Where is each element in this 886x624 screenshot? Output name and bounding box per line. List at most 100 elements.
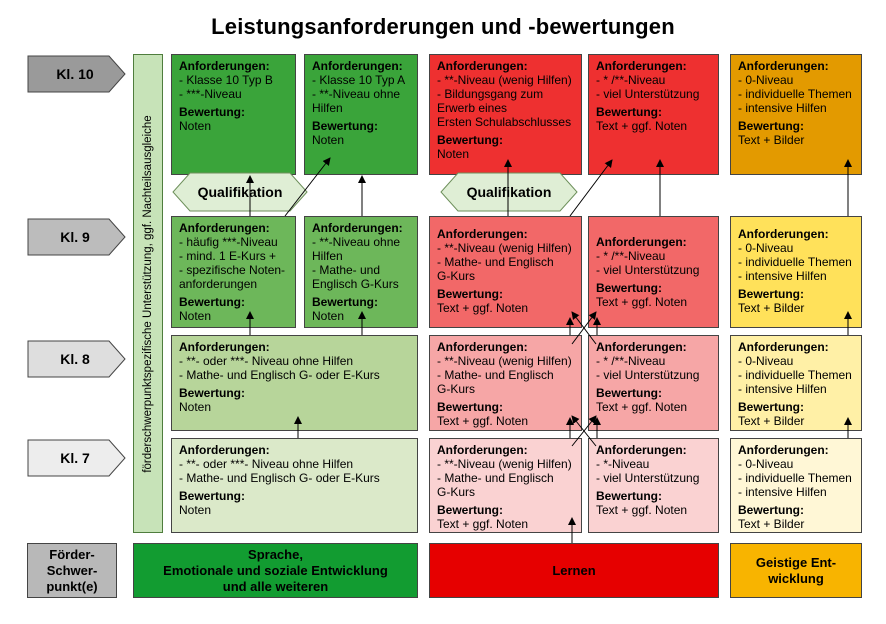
requirement-line: - * /**-Niveau bbox=[596, 73, 666, 87]
evaluation-heading: Bewertung: bbox=[437, 503, 503, 517]
requirements-heading: Anforderungen: bbox=[312, 59, 403, 73]
evaluation-line: Text + ggf. Noten bbox=[437, 517, 529, 531]
card-kl9-e-kurs: Anforderungen: - häufig ***-Niveau - mind.… bbox=[171, 216, 296, 328]
evaluation-line: Noten bbox=[179, 309, 212, 323]
requirement-line: - *-Niveau bbox=[596, 457, 650, 471]
box-text-line: Emotionale und soziale Entwicklung bbox=[163, 562, 388, 578]
evaluation-line: Noten bbox=[179, 503, 212, 517]
card-kl10-lernen-viel: Anforderungen: - * /**-Niveau - viel Unter… bbox=[588, 54, 719, 175]
card-kl10-geistig: Anforderungen: - 0-Niveau - individuelle T… bbox=[730, 54, 862, 175]
box-text-line: wicklung bbox=[768, 570, 824, 586]
box-text-line: Förder- bbox=[49, 546, 95, 562]
card-kl9-geistig: Anforderungen: - 0-Niveau - individuelle T… bbox=[730, 216, 862, 328]
card-kl8-geistig: Anforderungen: - 0-Niveau - individuelle T… bbox=[730, 335, 862, 431]
evaluation-heading: Bewertung: bbox=[596, 489, 662, 503]
evaluation-heading: Bewertung: bbox=[312, 295, 378, 309]
box-text-line: und alle weiteren bbox=[222, 578, 329, 594]
card-kl10-typ-a: Anforderungen: - Klasse 10 Typ A- **-Nive… bbox=[304, 54, 418, 175]
requirements-heading: Anforderungen: bbox=[179, 59, 270, 73]
requirement-line: - **- oder ***- Niveau ohne Hilfen bbox=[179, 354, 354, 368]
evaluation-line: Noten bbox=[312, 309, 345, 323]
evaluation-heading: Bewertung: bbox=[738, 400, 804, 414]
evaluation-heading: Bewertung: bbox=[437, 287, 503, 301]
foerderschwerpunkt-geistig: Geistige Ent-wicklung bbox=[730, 543, 862, 598]
box-text-line: punkt(e) bbox=[46, 578, 98, 594]
grade-text: Kl. 10 bbox=[56, 66, 94, 82]
requirement-line: - **-Niveau (wenig Hilfen) bbox=[437, 241, 572, 255]
card-kl8-lernen-wenig: Anforderungen: - **-Niveau (wenig Hilfen)… bbox=[429, 335, 582, 431]
requirement-line: - individuelle Themen bbox=[738, 368, 852, 382]
evaluation-heading: Bewertung: bbox=[179, 489, 245, 503]
evaluation-heading: Bewertung: bbox=[738, 503, 804, 517]
evaluation-line: Text + Bilder bbox=[738, 517, 805, 531]
requirements-heading: Anforderungen: bbox=[179, 340, 270, 354]
evaluation-heading: Bewertung: bbox=[596, 386, 662, 400]
evaluation-line: Noten bbox=[179, 119, 212, 133]
support-sidebar-label: förderschwerpunktspezifische Unterstützu… bbox=[142, 114, 154, 473]
foerderschwerpunkt-label: Förder- Schwer-punkt(e) bbox=[27, 543, 117, 598]
requirement-line: Englisch G-Kurs bbox=[312, 277, 399, 291]
requirement-line: anforderungen bbox=[179, 277, 258, 291]
pentagon-shape bbox=[27, 218, 126, 256]
box-text: Sprache, Emotionale und soziale Entwicklu… bbox=[163, 547, 388, 595]
evaluation-line: Text + ggf. Noten bbox=[437, 414, 529, 428]
evaluation-line: Noten bbox=[437, 147, 470, 161]
evaluation-heading: Bewertung: bbox=[179, 386, 245, 400]
foerderschwerpunkt-emotional: Sprache, Emotionale und soziale Entwicklu… bbox=[133, 543, 418, 598]
card-kl7-lernen-wenig: Anforderungen: - **-Niveau (wenig Hilfen)… bbox=[429, 438, 582, 533]
requirement-line: - Mathe- und Englisch G- oder E-Kurs bbox=[179, 471, 380, 485]
foerderschwerpunkt-lernen: Lernen bbox=[429, 543, 719, 598]
requirements-heading: Anforderungen: bbox=[312, 221, 403, 235]
card-kl9-lernen-wenig: Anforderungen: - **-Niveau (wenig Hilfen)… bbox=[429, 216, 582, 328]
requirement-line: - Mathe- und Englisch G- oder E-Kurs bbox=[179, 368, 380, 382]
evaluation-line: Text + ggf. Noten bbox=[437, 301, 529, 315]
requirement-line: - 0-Niveau bbox=[738, 241, 794, 255]
requirement-line: - **-Niveau (wenig Hilfen) bbox=[437, 354, 572, 368]
requirement-line: - viel Unterstützung bbox=[596, 87, 700, 101]
requirement-line: - Mathe- und bbox=[312, 263, 381, 277]
requirement-line: - Mathe- und Englisch bbox=[437, 368, 554, 382]
hexagon-shape bbox=[440, 172, 578, 212]
grade-text: Kl. 8 bbox=[60, 351, 90, 367]
requirements-heading: Anforderungen: bbox=[596, 443, 687, 457]
pentagon-shape bbox=[27, 439, 126, 477]
requirement-line: - häufig ***-Niveau bbox=[179, 235, 278, 249]
requirement-line: - intensive Hilfen bbox=[738, 101, 827, 115]
requirement-line: - ***-Niveau bbox=[179, 87, 242, 101]
card-kl10-lernen-wenig: Anforderungen: - **-Niveau (wenig Hilfen)… bbox=[429, 54, 582, 175]
qualifikation-badge-green: Qualifikation bbox=[172, 172, 308, 212]
requirement-line: - Klasse 10 Typ B bbox=[179, 73, 273, 87]
evaluation-line: Text + ggf. Noten bbox=[596, 503, 688, 517]
card-kl8-lernen-viel: Anforderungen: - * /**-Niveau - viel Unter… bbox=[588, 335, 719, 431]
evaluation-heading: Bewertung: bbox=[596, 105, 662, 119]
requirement-line: - viel Unterstützung bbox=[596, 471, 700, 485]
evaluation-heading: Bewertung: bbox=[179, 295, 245, 309]
requirements-heading: Anforderungen: bbox=[596, 340, 687, 354]
requirement-line: - **-Niveau (wenig Hilfen) bbox=[437, 457, 572, 471]
requirements-heading: Anforderungen: bbox=[437, 443, 528, 457]
box-text-line: Geistige Ent- bbox=[755, 554, 837, 570]
requirement-line: - intensive Hilfen bbox=[738, 485, 827, 499]
requirement-line: G-Kurs bbox=[437, 269, 476, 283]
requirements-heading: Anforderungen: bbox=[596, 235, 687, 249]
evaluation-line: Text + ggf. Noten bbox=[596, 119, 688, 133]
card-kl7-lernen-viel: Anforderungen: - *-Niveau - viel Unterstüt… bbox=[588, 438, 719, 533]
requirements-heading: Anforderungen: bbox=[738, 340, 829, 354]
requirements-heading: Anforderungen: bbox=[437, 227, 528, 241]
requirement-line: - **-Niveau ohne bbox=[312, 87, 401, 101]
requirement-line: - individuelle Themen bbox=[738, 87, 852, 101]
requirement-line: - 0-Niveau bbox=[738, 354, 794, 368]
qualifikation-label: Qualifikation bbox=[466, 184, 552, 200]
box-text-line: Lernen bbox=[552, 562, 596, 578]
box-text: Förder- Schwer-punkt(e) bbox=[46, 547, 97, 595]
requirements-heading: Anforderungen: bbox=[437, 340, 528, 354]
grade-label-9: Kl. 9 bbox=[27, 218, 127, 256]
evaluation-line: Noten bbox=[179, 400, 212, 414]
grade-text: Kl. 7 bbox=[60, 450, 90, 466]
evaluation-heading: Bewertung: bbox=[179, 105, 245, 119]
card-kl9-lernen-viel: Anforderungen: - * /**-Niveau - viel Unter… bbox=[588, 216, 719, 328]
requirement-line: - Mathe- und Englisch bbox=[437, 471, 554, 485]
evaluation-line: Text + Bilder bbox=[738, 133, 805, 147]
requirement-line: Hilfen bbox=[312, 249, 343, 263]
box-text: Geistige Ent-wicklung bbox=[756, 555, 836, 587]
